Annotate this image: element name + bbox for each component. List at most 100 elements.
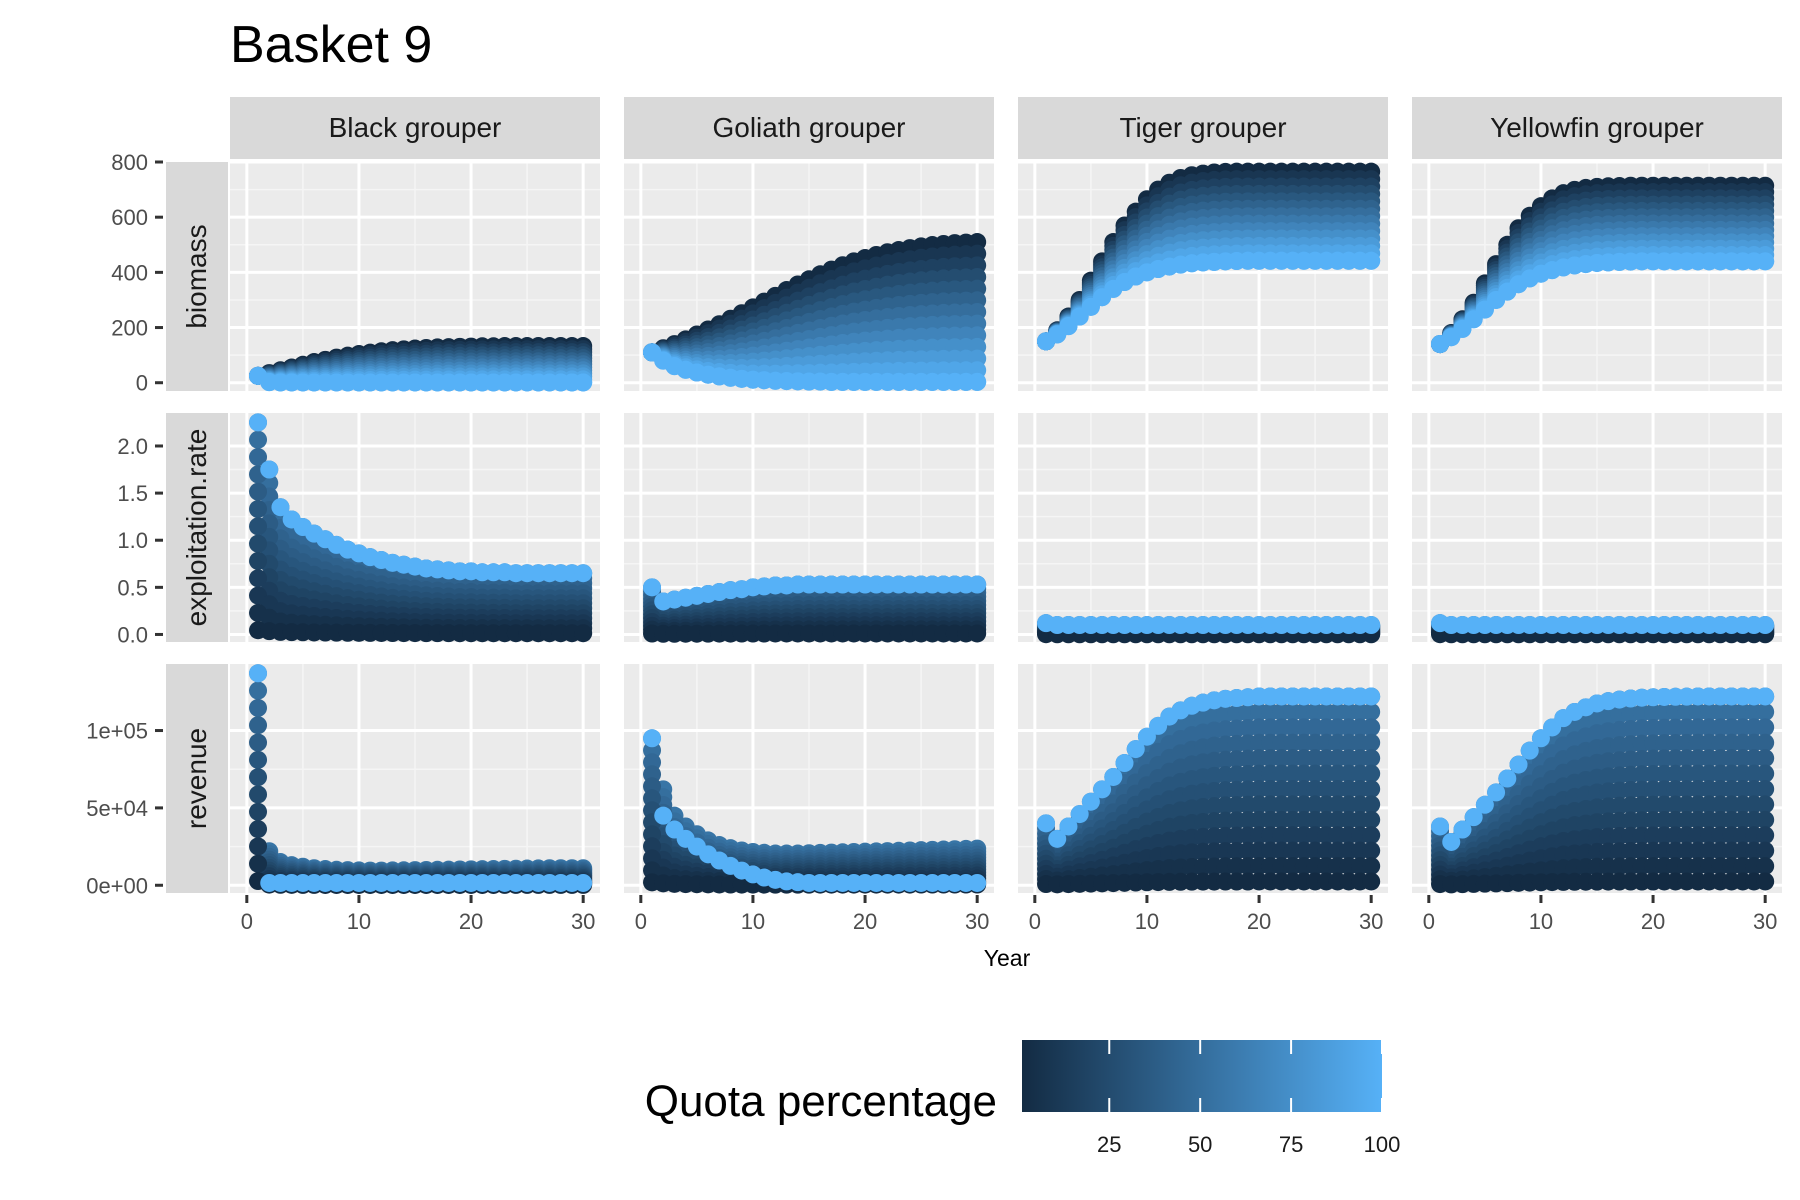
data-point	[249, 534, 268, 553]
quota-100-point	[249, 664, 268, 683]
y-tick-label: 0e+00	[86, 873, 148, 898]
quota-100-point	[1756, 616, 1775, 635]
data-point	[1362, 872, 1381, 891]
quota-100-point	[1756, 252, 1775, 271]
data-point	[249, 551, 268, 570]
quota-100-point	[643, 578, 662, 597]
quota-100-point	[574, 873, 593, 892]
quota-100-point	[1115, 754, 1134, 773]
data-point	[249, 837, 268, 856]
data-point	[249, 768, 268, 787]
x-tick-label: 10	[347, 909, 371, 934]
data-point	[1362, 810, 1381, 829]
data-point	[249, 430, 268, 449]
x-tick-label: 10	[1135, 909, 1159, 934]
data-point	[249, 820, 268, 839]
quota-100-point	[1070, 805, 1089, 824]
data-points	[249, 337, 593, 392]
data-point	[1362, 857, 1381, 876]
data-point	[249, 681, 268, 700]
data-points	[1431, 687, 1775, 894]
data-point	[249, 517, 268, 536]
quota-100-point	[1093, 780, 1112, 799]
x-tick-label: 30	[1359, 909, 1383, 934]
column-strip	[624, 97, 994, 159]
quota-100-point	[1081, 792, 1100, 811]
panel-black-grouper-biomass	[230, 160, 600, 392]
data-points	[1431, 614, 1775, 644]
data-point	[1362, 826, 1381, 845]
quota-100-point	[574, 373, 593, 392]
quota-100-point	[1362, 251, 1381, 270]
panel-tiger-grouper-biomass	[1018, 160, 1388, 391]
column-strip	[1018, 97, 1388, 159]
quota-100-point	[643, 729, 662, 748]
y-tick-label: 0	[136, 371, 148, 396]
data-point	[249, 785, 268, 804]
quota-100-point	[1362, 616, 1381, 635]
row-strip-label: revenue	[181, 728, 212, 829]
data-points	[249, 664, 593, 894]
quota-100-point	[1037, 814, 1056, 833]
data-points	[249, 413, 593, 643]
data-points	[1431, 176, 1775, 354]
data-point	[249, 733, 268, 752]
panel-black-grouper-exploitation-rate	[230, 413, 600, 643]
row-strip	[166, 413, 228, 642]
quota-100-point	[1126, 740, 1145, 759]
quota-100-point	[1048, 829, 1067, 848]
data-point	[1362, 702, 1381, 721]
panel-goliath-grouper-biomass	[624, 160, 994, 391]
quota-100-point	[968, 873, 987, 892]
data-points	[1037, 687, 1381, 894]
quota-100-point	[260, 460, 279, 479]
column-strip	[1412, 97, 1782, 159]
quota-100-point	[654, 806, 673, 825]
x-tick-label: 30	[965, 909, 989, 934]
data-point	[249, 802, 268, 821]
column-strip-label: Yellowfin grouper	[1490, 112, 1704, 143]
x-tick-label: 0	[635, 909, 647, 934]
data-point	[1362, 733, 1381, 752]
panel-black-grouper-revenue	[230, 664, 600, 894]
quota-100-point	[271, 498, 290, 517]
row-strip-label: biomass	[181, 224, 212, 328]
data-points	[643, 575, 987, 643]
data-point	[249, 500, 268, 519]
data-point	[574, 624, 593, 643]
data-point	[249, 482, 268, 501]
y-tick-label: 1.5	[117, 481, 148, 506]
quota-100-point	[968, 575, 987, 594]
y-tick-label: 0.0	[117, 622, 148, 647]
y-tick-label: 0.5	[117, 575, 148, 600]
quota-100-point	[968, 372, 987, 391]
data-point	[249, 750, 268, 769]
panel-goliath-grouper-revenue	[624, 664, 994, 894]
x-tick-label: 0	[1029, 909, 1041, 934]
data-point	[1362, 841, 1381, 860]
quota-100-point	[1137, 727, 1156, 746]
x-tick-label: 10	[741, 909, 765, 934]
y-tick-label: 600	[111, 205, 148, 230]
panel-grid: Black grouper Goliath grouper Tiger groupe…	[86, 97, 1782, 934]
row-strip	[166, 162, 228, 391]
column-strip-label: Black grouper	[329, 112, 502, 143]
column-strip-label: Goliath grouper	[712, 112, 905, 143]
y-tick-label: 400	[111, 260, 148, 285]
row-strip	[166, 664, 228, 893]
data-point	[1362, 764, 1381, 783]
data-points	[643, 233, 987, 391]
data-point	[249, 854, 268, 873]
y-tick-label: 2.0	[117, 434, 148, 459]
row-strip-label: exploitation.rate	[181, 429, 212, 627]
data-point	[1362, 795, 1381, 814]
x-tick-label: 20	[459, 909, 483, 934]
column-strip	[230, 97, 600, 159]
data-point	[249, 569, 268, 588]
y-tick-label: 800	[111, 150, 148, 175]
quota-100-point	[1362, 687, 1381, 706]
data-point	[1756, 718, 1775, 737]
y-tick-label: 200	[111, 316, 148, 341]
data-point	[249, 716, 268, 735]
